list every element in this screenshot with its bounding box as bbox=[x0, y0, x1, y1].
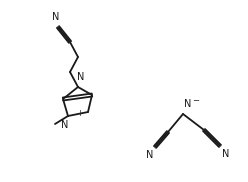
Text: N: N bbox=[184, 99, 191, 109]
Text: N: N bbox=[77, 72, 85, 82]
Text: +: + bbox=[76, 110, 83, 118]
Text: N: N bbox=[61, 120, 69, 130]
Text: −: − bbox=[192, 96, 199, 105]
Text: N: N bbox=[222, 149, 229, 159]
Text: N: N bbox=[52, 12, 60, 22]
Text: N: N bbox=[146, 150, 153, 160]
